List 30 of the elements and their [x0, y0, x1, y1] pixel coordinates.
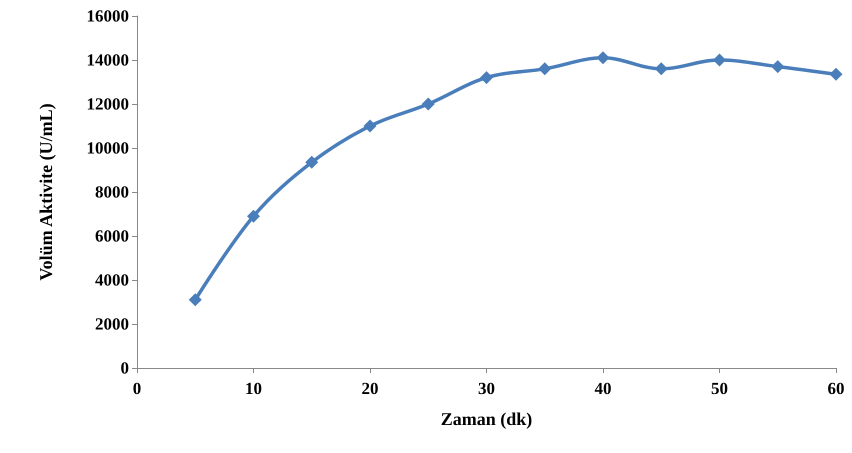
point — [713, 54, 726, 66]
point — [305, 156, 318, 169]
y-tick-label: 10000 — [86, 138, 129, 158]
y-tick-label: 8000 — [95, 182, 129, 202]
point — [654, 62, 668, 76]
y-tick-label: 0 — [120, 358, 129, 378]
x-tick-label: 0 — [132, 379, 142, 398]
point — [364, 120, 376, 132]
x-tick-label: 20 — [362, 379, 378, 398]
x-axis-title: Zaman (dk) — [440, 409, 532, 429]
point — [480, 71, 493, 84]
point — [538, 62, 552, 76]
point — [596, 51, 610, 64]
x-tick-label: 50 — [711, 379, 728, 398]
y-axis-title: Volüm Aktivite (U/mL) — [36, 103, 56, 281]
point — [188, 293, 202, 306]
point — [771, 60, 784, 74]
x-tick-label: 10 — [245, 379, 262, 398]
point — [830, 68, 842, 81]
y-tick-label: 4000 — [95, 270, 129, 290]
y-tick-label: 2000 — [95, 314, 129, 334]
y-tick-label: 14000 — [86, 50, 129, 70]
point — [247, 210, 260, 223]
point — [422, 98, 435, 110]
y-tick-label: 6000 — [95, 226, 129, 246]
x-tick-label: 60 — [828, 379, 844, 398]
x-tick-label: 30 — [478, 379, 495, 398]
y-tick-label: 16000 — [86, 6, 129, 26]
y-tick-label: 12000 — [86, 94, 129, 114]
x-tick-label: 40 — [594, 379, 612, 398]
